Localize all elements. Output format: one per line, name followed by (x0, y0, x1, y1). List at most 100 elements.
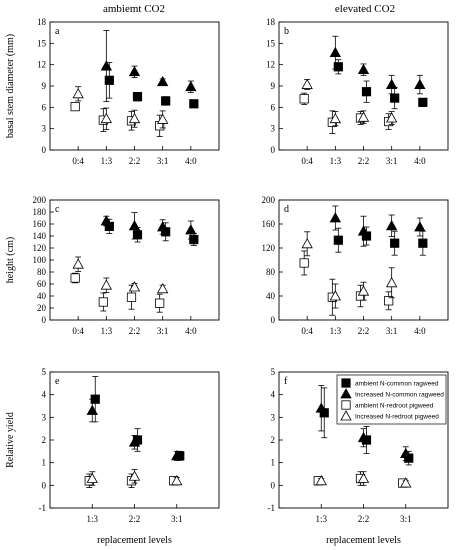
x-tick-label: 2:2 (129, 156, 141, 166)
y-tick-label: 120 (262, 243, 276, 253)
y-tick-label: 80 (266, 267, 276, 277)
data-point-filled-triangle (357, 431, 370, 443)
data-point-filled-triangle (185, 224, 197, 235)
data-point-filled-triangle (414, 78, 426, 89)
data-point-filled-square (104, 75, 114, 85)
y-tick-label: -1 (268, 503, 276, 513)
data-point-open-triangle (400, 477, 412, 488)
data-point-open-triangle (128, 281, 141, 292)
legend-label: ambient N-redroot pigweed (355, 403, 434, 410)
legend-label: Increased N-redroot pigweed (355, 414, 439, 421)
data-point-open-triangle (171, 474, 183, 486)
x-tick-label: 1:3 (101, 326, 113, 336)
y-axis-label: basal stem diameter (mm) (5, 34, 16, 138)
data-point-filled-triangle (357, 225, 370, 236)
y-tick-label: 6 (271, 102, 276, 112)
data-point-open-square (70, 273, 80, 283)
y-tick-label: 18 (266, 17, 276, 27)
data-point-open-square (155, 298, 165, 308)
panel-letter: a (55, 26, 60, 37)
legend-label: Increased N-common ragweed (355, 392, 444, 399)
y-tick-label: 140 (33, 231, 47, 241)
data-point-open-triangle (301, 78, 313, 89)
y-tick-label: -1 (39, 503, 47, 513)
data-point-open-square (98, 297, 108, 307)
y-tick-label: 6 (42, 102, 47, 112)
data-point-filled-triangle (329, 212, 342, 223)
y-tick-label: 80 (37, 267, 47, 277)
x-tick-label: 1:3 (330, 156, 342, 166)
y-tick-label: 1 (42, 458, 47, 468)
data-point-open-triangle (315, 474, 327, 486)
data-point-open-triangle (72, 258, 84, 269)
legend: ambient N-common ragweed Increased N-comm… (336, 374, 447, 425)
x-tick-label: 2:2 (129, 326, 141, 336)
x-tick-label: 2:2 (358, 514, 370, 524)
y-tick-label: 20 (37, 303, 47, 313)
data-point-filled-triangle (128, 436, 141, 447)
y-axis-label: Relative yield (5, 412, 16, 468)
y-tick-label: 160 (33, 219, 47, 229)
x-tick-label: 3:1 (157, 156, 169, 166)
column-title-ambient: ambiemt CO2 (103, 3, 165, 15)
y-tick-label: 180 (33, 207, 47, 217)
data-point-open-triangle (100, 279, 113, 290)
data-point-open-triangle (156, 113, 169, 124)
x-tick-label: 2:2 (358, 156, 370, 166)
x-tick-label: 3:1 (171, 514, 183, 524)
data-point-open-square (299, 258, 309, 268)
panel-f: f -1 0 1 2 3 4 5 1:3 2:2 3:1 replacement levels (268, 367, 449, 546)
data-point-open-triangle (86, 472, 98, 483)
y-tick-label: 5 (42, 367, 47, 377)
data-point-filled-triangle (100, 60, 113, 71)
data-point-open-square (384, 296, 394, 306)
panel-a: a 0 3 6 9 12 15 18 0:4 1:3 2:2 3:1 4:0 basal stem dia… (5, 17, 220, 166)
data-point-filled-triangle (329, 46, 342, 57)
y-tick-label: 0 (271, 480, 276, 490)
x-tick-label: 3:1 (386, 156, 398, 166)
data-point-open-triangle (100, 112, 113, 124)
x-tick-label: 4:0 (414, 326, 426, 336)
panel-e: e -1 0 1 2 3 4 5 1:3 2:2 3:1 Relative yield replacem… (5, 367, 220, 546)
x-tick-label: 1:3 (330, 326, 342, 336)
y-tick-label: 3 (271, 412, 276, 422)
y-tick-label: 200 (262, 195, 276, 205)
legend-marker-filled-square (341, 378, 351, 388)
data-point-open-triangle (385, 112, 398, 123)
y-tick-label: 0 (42, 145, 47, 155)
y-tick-label: 0 (271, 145, 276, 155)
y-tick-label: 2 (42, 435, 47, 445)
x-tick-label: 0:4 (72, 326, 84, 336)
data-point-open-triangle (329, 290, 342, 301)
x-tick-label: 0:4 (301, 156, 313, 166)
panel-letter: f (284, 376, 288, 387)
column-title-elevated: elevated CO2 (335, 3, 395, 15)
data-point-filled-triangle (156, 75, 169, 87)
data-point-filled-triangle (357, 63, 370, 75)
x-tick-label: 4:0 (185, 326, 197, 336)
data-point-open-triangle (128, 470, 141, 481)
y-tick-label: 0 (271, 315, 276, 325)
x-tick-label: 1:3 (101, 156, 113, 166)
data-point-open-triangle (357, 472, 370, 483)
data-point-open-triangle (156, 282, 169, 294)
legend-marker-open-square (341, 400, 351, 410)
data-point-filled-triangle (171, 450, 183, 461)
data-point-open-square (126, 292, 137, 302)
data-point-filled-square (390, 238, 400, 248)
y-tick-label: 160 (262, 219, 276, 229)
data-point-filled-triangle (86, 404, 98, 415)
data-point-filled-triangle (385, 78, 398, 89)
y-tick-label: 3 (42, 412, 47, 422)
x-tick-label: 3:1 (400, 514, 412, 524)
legend-marker-filled-triangle (340, 388, 352, 399)
data-point-filled-square (390, 93, 400, 103)
y-tick-label: 4 (42, 390, 47, 400)
x-tick-label: 1:3 (86, 514, 98, 524)
panel-letter: e (55, 376, 60, 387)
data-point-filled-triangle (128, 65, 141, 77)
panel-b: b 0 3 6 9 12 15 18 0:4 1:3 2:2 3:1 4:0 (266, 17, 449, 166)
y-tick-label: 5 (271, 367, 276, 377)
data-point-filled-square (333, 235, 343, 245)
